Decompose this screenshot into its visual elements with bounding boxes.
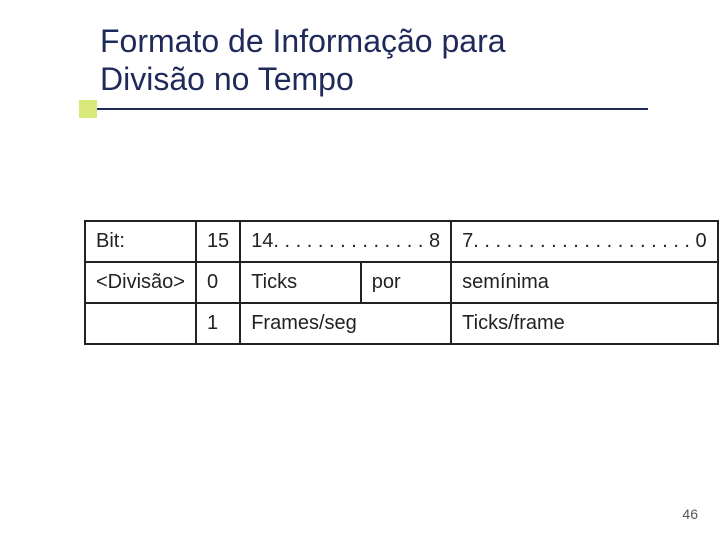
slide-title: Formato de Informação para Divisão no Te… [100,22,506,99]
cell: 0 [196,262,240,303]
cell: 15 [196,221,240,262]
page-number: 46 [682,506,698,522]
cell: <Divisão> [85,262,196,303]
title-underline [88,108,648,110]
title-line-1: Formato de Informação para [100,22,506,60]
cell: por [361,262,451,303]
cell: Ticks/frame [451,303,718,344]
bit-format-table: Bit: 15 14. . . . . . . . . . . . . . 8 … [84,220,719,345]
cell [85,303,196,344]
cell: Frames/seg [240,303,451,344]
accent-square [79,100,97,118]
table-row: <Divisão> 0 Ticks por semínima [85,262,718,303]
cell: semínima [451,262,718,303]
title-line-2: Divisão no Tempo [100,60,506,98]
cell: Bit: [85,221,196,262]
cell: 7. . . . . . . . . . . . . . . . . . . .… [451,221,718,262]
table-row: 1 Frames/seg Ticks/frame [85,303,718,344]
cell: 1 [196,303,240,344]
cell: 14. . . . . . . . . . . . . . 8 [240,221,451,262]
cell: Ticks [240,262,361,303]
table-row: Bit: 15 14. . . . . . . . . . . . . . 8 … [85,221,718,262]
